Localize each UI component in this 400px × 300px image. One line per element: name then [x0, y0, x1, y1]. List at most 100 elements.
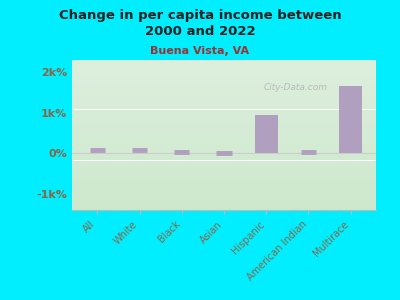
Bar	[72, 100, 376, 102]
Bar	[72, 196, 376, 198]
Bar	[72, 148, 376, 150]
Bar	[72, 74, 376, 75]
Bar	[72, 68, 376, 69]
Bar	[72, 103, 376, 105]
Bar	[72, 106, 376, 108]
Bar	[72, 94, 376, 96]
Bar	[72, 76, 376, 78]
Bar	[72, 82, 376, 84]
Bar	[72, 147, 376, 148]
Bar	[72, 156, 376, 158]
Bar	[72, 195, 376, 196]
Bar	[72, 174, 376, 176]
Bar	[72, 183, 376, 184]
Bar	[72, 135, 376, 136]
Bar	[72, 92, 376, 93]
Bar	[72, 69, 376, 70]
Bar	[72, 126, 376, 128]
Bar	[72, 81, 376, 82]
Text: Buena Vista, VA: Buena Vista, VA	[150, 46, 250, 56]
Bar	[72, 84, 376, 86]
Bar	[72, 160, 376, 162]
Bar	[339, 86, 362, 153]
Bar	[72, 182, 376, 183]
Bar	[72, 206, 376, 207]
Bar	[72, 116, 376, 117]
Bar	[72, 159, 376, 160]
Bar	[72, 85, 376, 87]
Bar	[72, 102, 376, 104]
Bar	[72, 114, 376, 116]
Bar	[72, 201, 376, 202]
Bar	[72, 88, 376, 90]
Bar	[72, 177, 376, 178]
Bar	[72, 70, 376, 72]
Bar	[72, 152, 376, 153]
Bar	[72, 153, 376, 154]
Bar	[72, 112, 376, 114]
Bar	[72, 144, 376, 146]
Bar	[72, 118, 376, 120]
Bar	[72, 188, 376, 189]
Bar	[72, 72, 376, 74]
Bar	[72, 99, 376, 100]
Bar	[72, 90, 376, 92]
Bar	[72, 186, 376, 188]
Bar	[72, 207, 376, 208]
Bar	[72, 168, 376, 170]
Bar	[72, 165, 376, 166]
Bar	[72, 120, 376, 122]
Bar	[72, 172, 376, 174]
Bar	[72, 208, 376, 210]
Bar	[72, 61, 376, 63]
Bar	[72, 164, 376, 165]
Bar	[72, 129, 376, 130]
Bar	[72, 111, 376, 112]
Bar	[72, 200, 376, 201]
Bar	[72, 87, 376, 88]
Text: Change in per capita income between
2000 and 2022: Change in per capita income between 2000…	[59, 9, 341, 38]
Bar	[72, 136, 376, 138]
Bar	[72, 142, 376, 144]
Bar	[72, 178, 376, 180]
Bar	[72, 158, 376, 159]
Bar	[72, 105, 376, 106]
Bar	[72, 171, 376, 172]
Bar	[72, 190, 376, 192]
Bar	[72, 60, 376, 61]
Bar	[72, 66, 376, 68]
Bar	[72, 63, 376, 64]
Bar	[72, 146, 376, 147]
Bar	[72, 162, 376, 164]
Bar	[72, 169, 376, 171]
Bar	[72, 117, 376, 118]
Bar	[72, 194, 376, 195]
Bar	[72, 202, 376, 204]
Bar	[72, 96, 376, 98]
Bar	[72, 154, 376, 156]
Bar	[72, 123, 376, 124]
Bar	[72, 108, 376, 110]
Bar	[72, 180, 376, 182]
Bar	[72, 138, 376, 140]
Text: City-Data.com: City-Data.com	[264, 82, 328, 91]
Bar	[72, 80, 376, 81]
Bar	[72, 198, 376, 200]
Bar	[72, 122, 376, 123]
Bar	[255, 115, 278, 153]
Bar	[72, 128, 376, 129]
Bar	[72, 192, 376, 194]
Bar	[72, 150, 376, 152]
Bar	[72, 93, 376, 94]
Bar	[72, 134, 376, 135]
Bar	[72, 78, 376, 80]
Bar	[72, 204, 376, 206]
Bar	[72, 176, 376, 177]
Bar	[72, 140, 376, 141]
Bar	[72, 167, 376, 168]
Bar	[72, 110, 376, 111]
Bar	[72, 130, 376, 132]
Bar	[72, 98, 376, 99]
Bar	[72, 132, 376, 134]
Bar	[72, 189, 376, 190]
